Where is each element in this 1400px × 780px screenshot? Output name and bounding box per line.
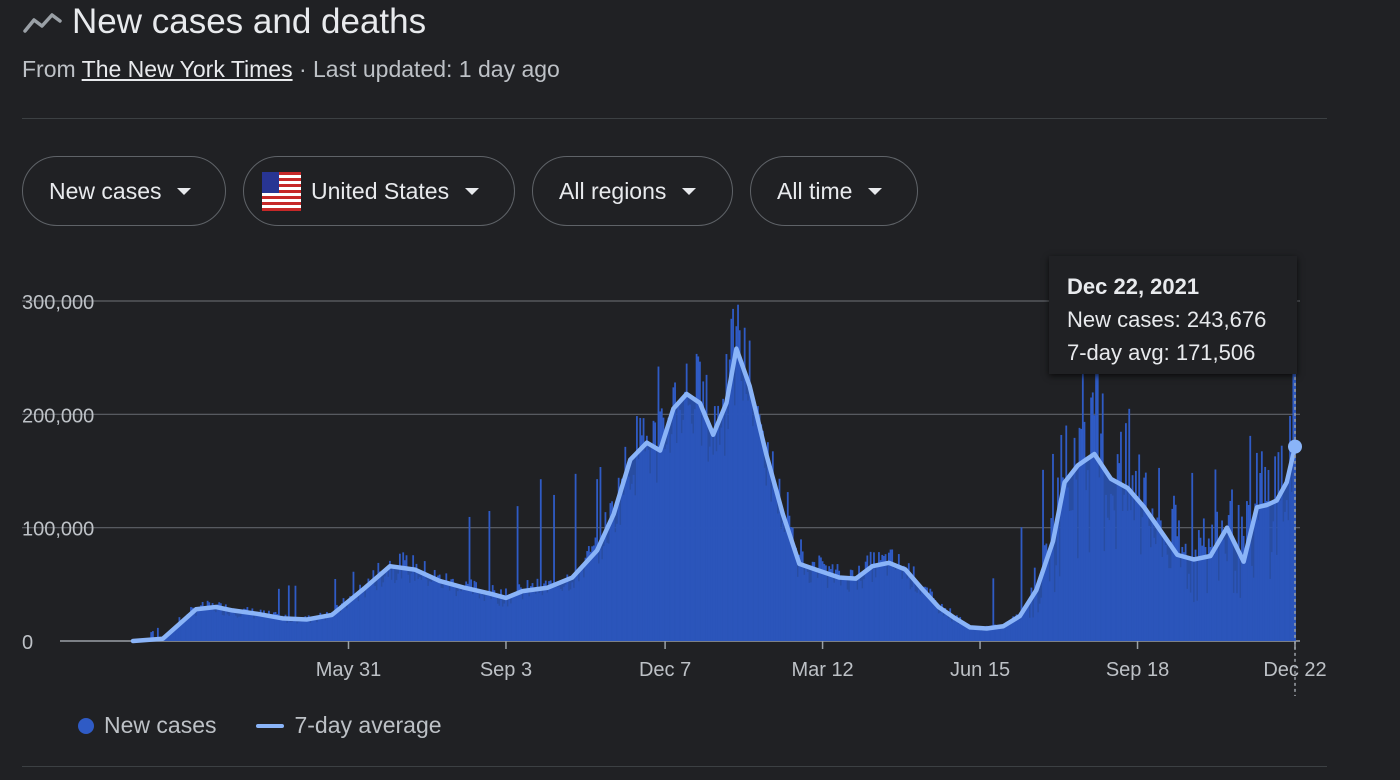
case-bar (553, 494, 555, 641)
source-link[interactable]: The New York Times (81, 56, 293, 82)
chevron-down-icon (868, 187, 883, 195)
case-bar (156, 627, 159, 641)
case-bar (516, 506, 519, 641)
filter-bar: New cases United States All regions All … (22, 156, 918, 226)
source-prefix: From (22, 56, 76, 82)
metric-label: New cases (49, 177, 162, 204)
case-bar (539, 479, 542, 641)
avg-line (130, 346, 1298, 644)
x-tick-label: May 31 (316, 659, 382, 681)
bottom-divider (22, 766, 1327, 767)
us-flag-icon (262, 171, 301, 211)
region-label: All regions (559, 177, 667, 204)
last-updated: · Last updated: 1 day ago (298, 56, 560, 82)
card-header: New cases and deaths From The New York T… (22, 0, 1332, 82)
x-tick-label: Sep 18 (1106, 659, 1169, 681)
top-divider (22, 118, 1327, 119)
case-bar (1042, 469, 1044, 641)
tooltip-date: Dec 22, 2021 (1067, 274, 1200, 299)
case-bar (488, 511, 491, 641)
avg-legend-line-icon (256, 723, 285, 728)
case-bar (294, 585, 297, 641)
x-tick-label: Dec 7 (639, 659, 691, 681)
tooltip-avg: 7-day avg: 171,506 (1067, 340, 1256, 365)
chart-legend: New cases 7-day average (78, 712, 442, 739)
time-label: All time (777, 177, 853, 204)
case-bar (150, 632, 153, 641)
case-bar (992, 578, 995, 641)
hover-point[interactable] (1288, 439, 1302, 454)
card-title: New cases and deaths (72, 2, 427, 41)
case-bar (468, 516, 471, 641)
case-bar (277, 588, 280, 641)
chevron-down-icon (177, 187, 192, 195)
case-bar (151, 631, 154, 641)
tooltip-cases: New cases: 243,676 (1067, 307, 1267, 332)
region-dropdown[interactable]: All regions (532, 156, 733, 226)
legend-cases: New cases (104, 712, 217, 738)
country-label: United States (311, 177, 450, 204)
country-dropdown[interactable]: United States (243, 156, 515, 226)
y-tick-label: 0 (22, 632, 33, 654)
chart-tooltip: Dec 22, 2021 New cases: 243,676 7-day av… (1049, 256, 1297, 374)
time-range-dropdown[interactable]: All time (750, 156, 918, 226)
legend-avg: 7-day average (294, 712, 442, 738)
y-tick-label: 200,000 (22, 405, 94, 427)
case-bar (574, 473, 577, 641)
x-tick-label: Mar 12 (791, 659, 853, 681)
x-tick-label: Jun 15 (950, 659, 1010, 681)
cases-chart[interactable]: 0 100,000 200,000 300,000 May 31 Sep 3 Dec 7 Ma… (0, 240, 1400, 710)
x-tick-label: Dec 22 (1263, 659, 1326, 681)
chevron-down-icon (465, 187, 480, 195)
chevron-down-icon (682, 187, 697, 195)
case-bar (1020, 527, 1023, 641)
source-line: From The New York Times · Last updated: … (22, 56, 560, 83)
trending-line-icon (23, 13, 62, 33)
y-tick-label: 300,000 (22, 292, 94, 314)
cases-area (133, 348, 1295, 641)
y-tick-label: 100,000 (22, 519, 94, 541)
x-tick-label: Sep 3 (480, 659, 532, 681)
cases-legend-dot-icon (78, 717, 94, 734)
metric-dropdown[interactable]: New cases (22, 156, 226, 226)
case-bar (287, 585, 290, 641)
